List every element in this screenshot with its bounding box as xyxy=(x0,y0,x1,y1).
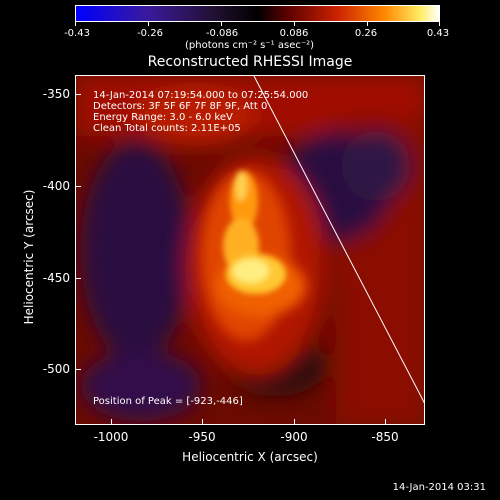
y-axis-label: Heliocentric Y (arcsec) xyxy=(22,189,36,325)
colorbar-tick-label: -0.086 xyxy=(205,28,239,39)
rhessi-image-map xyxy=(76,76,424,424)
plot-title: Reconstructed RHESSI Image xyxy=(147,54,353,70)
x-tickmark xyxy=(202,419,203,425)
colorbar-tickmark xyxy=(75,22,76,26)
x-tickmark xyxy=(385,419,386,425)
x-tick-label: -850 xyxy=(371,430,399,444)
colorbar xyxy=(75,5,440,22)
x-tick-label: -950 xyxy=(188,430,216,444)
x-tickmark xyxy=(294,419,295,425)
colorbar-tick-label: 0.43 xyxy=(426,28,450,39)
footer-timestamp: 14-Jan-2014 03:31 xyxy=(392,482,486,493)
colorbar-tick-label: -0.43 xyxy=(64,28,90,39)
info-energy-range: Energy Range: 3.0 - 6.0 keV xyxy=(93,112,233,123)
y-tick-label: -450 xyxy=(42,271,70,285)
x-axis-label: Heliocentric X (arcsec) xyxy=(182,450,318,464)
colorbar-tick-label: -0.26 xyxy=(137,28,163,39)
colorbar-tickmark xyxy=(367,22,368,26)
peak-position: Position of Peak = [-923,-446] xyxy=(93,396,243,407)
y-tickmark xyxy=(75,369,81,370)
y-tick-label: -500 xyxy=(42,362,70,376)
info-detectors: Detectors: 3F 5F 6F 7F 8F 9F, Att 0 xyxy=(93,101,268,112)
y-tickmark xyxy=(75,186,81,187)
x-tickmark xyxy=(111,419,112,425)
x-tick-label: -1000 xyxy=(93,430,129,444)
info-time-range: 14-Jan-2014 07:19:54.000 to 07:25:54.000 xyxy=(93,90,309,101)
y-tickmark xyxy=(75,278,81,279)
y-tick-label: -400 xyxy=(42,179,70,193)
colorbar-tickmark xyxy=(221,22,222,26)
colorbar-tickmark xyxy=(294,22,295,26)
colorbar-tickmark xyxy=(148,22,149,26)
rhessi-image xyxy=(75,75,425,425)
colorbar-unit-label: (photons cm⁻² s⁻¹ asec⁻²) xyxy=(185,40,315,51)
colorbar-tickmark xyxy=(439,22,440,26)
colorbar-tick-label: 0.26 xyxy=(354,28,378,39)
solar-limb-line xyxy=(253,76,424,404)
x-tick-label: -900 xyxy=(280,430,308,444)
y-tickmark xyxy=(75,94,81,95)
info-clean-counts: Clean Total counts: 2.11E+05 xyxy=(93,123,241,134)
colorbar-tick-label: 0.086 xyxy=(279,28,309,39)
y-tick-label: -350 xyxy=(42,87,70,101)
